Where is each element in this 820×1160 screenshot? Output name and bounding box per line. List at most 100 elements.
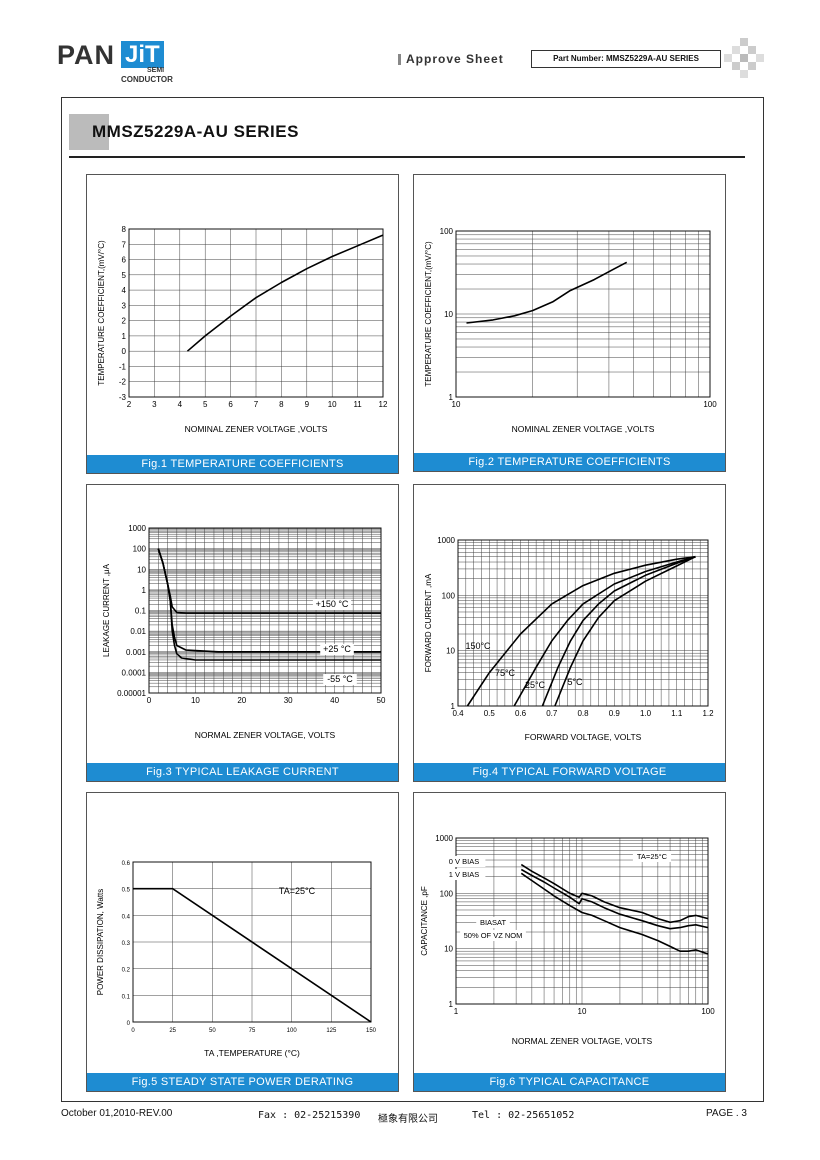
x-tick-label: 30 <box>284 696 293 705</box>
x-axis-label: NORMAL ZENER VOLTAGE, VOLTS <box>512 1036 653 1046</box>
annotation-label: 1 V BIAS <box>449 870 479 879</box>
logo-semi-text: SEMI <box>147 67 165 74</box>
figure-3-chart: 0 10 20 30 40 50 0.00001 0.0001 0.001 0.01 0.1 1 10 1… <box>102 524 386 740</box>
plot-frame <box>128 228 384 398</box>
y-tick-label: 0.2 <box>122 968 131 974</box>
y-tick-label: -1 <box>119 362 127 371</box>
y-tick-label: 0.5 <box>122 888 131 894</box>
y-tick-label: 10 <box>444 310 453 319</box>
figure-1-panel: 2 3 4 5 6 7 8 9 10 11 12 -3 -2 -1 0 1 2 3 4 5 6 7 8 NOMINAL ZEN… <box>86 174 399 474</box>
annotation-label: -55 °C <box>327 674 353 684</box>
series-line <box>541 555 696 707</box>
y-tick-label: 0.01 <box>130 627 146 636</box>
y-tick-label: 0 <box>127 1021 131 1027</box>
x-tick-label: 50 <box>377 696 386 705</box>
y-axis-label: POWER DISSIPATION, Watts <box>96 889 105 996</box>
x-tick-label: 0 <box>131 1028 135 1034</box>
series-line <box>186 234 384 352</box>
figure-4-caption: Fig.4 TYPICAL FORWARD VOLTAGE <box>414 763 725 781</box>
y-tick-label: 5 <box>122 271 127 280</box>
annotation-background <box>476 917 510 928</box>
x-tick-label: 10 <box>578 1007 587 1016</box>
approve-sheet-label: Approve Sheet <box>406 52 504 66</box>
grid <box>128 228 384 398</box>
y-axis-label: TEMPERATURE COEFFICIENT,(mV/°C) <box>97 240 106 386</box>
checker-decoration <box>724 38 764 78</box>
x-tick-label: 2 <box>127 400 132 409</box>
annotation-label: TA=25°C <box>279 886 316 896</box>
page-title: MMSZ5229A-AU SERIES <box>92 122 299 141</box>
y-tick-label: 8 <box>122 225 127 234</box>
x-tick-label: 100 <box>701 1007 715 1016</box>
y-tick-label: 1000 <box>437 536 455 545</box>
approve-marker <box>398 54 401 65</box>
title-accent <box>69 114 109 150</box>
figure-2-panel: 10 100 1 10 100 NOMINAL ZENER VOLTAGE ,VOLTS T… <box>413 174 726 472</box>
annotation-background <box>632 851 672 862</box>
annotation-label: +25 °C <box>323 644 351 654</box>
annotation-label: +150 °C <box>316 599 349 609</box>
annotation-background <box>323 674 357 685</box>
x-tick-label: 1.2 <box>702 709 714 718</box>
figure-5-caption: Fig.5 STEADY STATE POWER DERATING <box>87 1073 398 1091</box>
x-tick-label: 8 <box>279 400 284 409</box>
x-tick-label: 10 <box>191 696 200 705</box>
y-tick-label: 0.0001 <box>122 668 147 677</box>
y-axis-label: CAPACITANCE ,pF <box>420 886 429 956</box>
logo-conductor-text: CONDUCTOR <box>121 75 173 84</box>
figure-4-panel: 0.4 0.5 0.6 0.7 0.8 0.9 1.0 1.1 1.2 1 10 100 1000 FOR… <box>413 484 726 782</box>
x-tick-label: 0.6 <box>515 709 527 718</box>
x-tick-label: 75 <box>249 1028 256 1034</box>
series-line <box>157 548 381 661</box>
x-tick-label: 0.5 <box>484 709 496 718</box>
page-frame <box>61 97 764 1102</box>
title-rule <box>69 156 745 158</box>
x-tick-label: 0.7 <box>546 709 558 718</box>
y-tick-label: 7 <box>122 240 127 249</box>
logo-jit-text: JiT <box>121 41 164 68</box>
series-line <box>513 555 696 707</box>
series-line <box>466 261 628 324</box>
x-axis-label: NOMINAL ZENER VOLTAGE ,VOLTS <box>185 424 328 434</box>
y-tick-label: 2 <box>122 317 127 326</box>
x-tick-label: 50 <box>209 1028 216 1034</box>
plot-frame <box>132 861 372 1023</box>
x-axis-label: NORMAL ZENER VOLTAGE, VOLTS <box>195 730 336 740</box>
figure-3-caption: Fig.3 TYPICAL LEAKAGE CURRENT <box>87 763 398 781</box>
annotation-label: BIASAT <box>480 918 507 927</box>
x-tick-label: 3 <box>152 400 157 409</box>
figure-5-panel: 0 25 50 75 100 125 150 0 0.1 0.2 0.3 0.4 0.5 0.6 TA ,T… <box>86 792 399 1092</box>
logo-pan-text: PAN <box>57 40 116 70</box>
y-tick-label: 100 <box>133 545 147 554</box>
y-tick-label: 10 <box>446 647 455 656</box>
x-tick-label: 5 <box>203 400 208 409</box>
annotation-label: 25°C <box>525 680 546 690</box>
y-tick-label: 1 <box>451 702 456 711</box>
y-tick-label: -2 <box>119 378 127 387</box>
x-tick-label: 6 <box>228 400 233 409</box>
figure-1-caption: Fig.1 TEMPERATURE COEFFICIENTS <box>87 455 398 473</box>
y-tick-label: 100 <box>440 889 454 898</box>
series-line <box>466 555 696 707</box>
annotation-background <box>442 856 486 867</box>
panjit-logo: PAN JiT SEMI CONDUCTOR <box>57 40 187 88</box>
footer-date: October 01,2010-REV.00 <box>61 1108 173 1119</box>
grid <box>455 231 710 398</box>
part-number-box: Part Number: MMSZ5229A-AU SERIES <box>531 50 721 68</box>
x-tick-label: 10 <box>328 400 337 409</box>
series-line <box>554 555 696 707</box>
annotation-label: 50% OF VZ NOM <box>464 931 523 940</box>
series-line <box>133 887 372 1023</box>
y-tick-label: 1000 <box>128 524 146 533</box>
figure-5-chart: 0 25 50 75 100 125 150 0 0.1 0.2 0.3 0.4 0.5 0.6 TA ,T… <box>96 861 377 1058</box>
x-tick-label: 0.4 <box>452 709 464 718</box>
y-axis-label: LEAKAGE CURRENT ,μA <box>102 563 111 657</box>
y-tick-label: 0.4 <box>122 914 131 920</box>
x-tick-label: 11 <box>353 400 362 409</box>
series-line <box>520 872 709 955</box>
x-axis-label: NOMINAL ZENER VOLTAGE ,VOLTS <box>512 424 655 434</box>
y-tick-label: 0.001 <box>126 648 147 657</box>
figure-4-chart: 0.4 0.5 0.6 0.7 0.8 0.9 1.0 1.1 1.2 1 10 100 1000 FOR… <box>424 536 714 742</box>
annotation-background <box>442 869 486 880</box>
